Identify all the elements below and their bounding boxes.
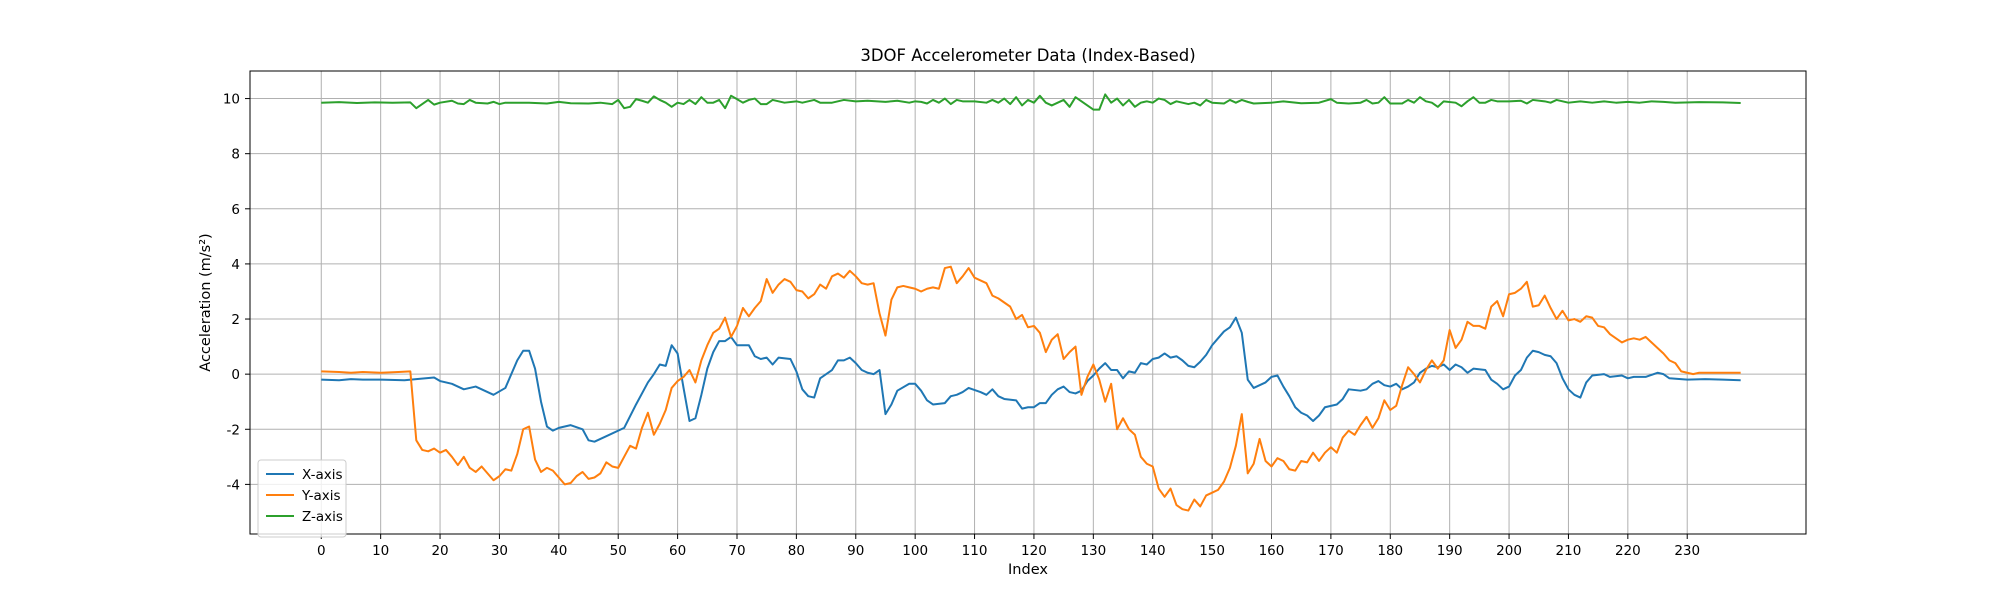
x-tick-label: 90 xyxy=(847,543,864,559)
y-tick-label: 4 xyxy=(231,257,240,273)
x-axis-label: Index xyxy=(1008,562,1048,578)
x-tick-label: 120 xyxy=(1021,543,1047,559)
x-tick-label: 140 xyxy=(1140,543,1166,559)
y-tick-label: 0 xyxy=(231,367,240,383)
x-tick-label: 160 xyxy=(1259,543,1285,559)
x-tick-label: 70 xyxy=(728,543,745,559)
x-tick-label: 210 xyxy=(1556,543,1582,559)
axis-ticks: 0 10 20 30 40 50 60 70 80 90 100 110 120 130 140 150 160… xyxy=(223,92,1700,559)
y-tick-label: 6 xyxy=(231,202,240,218)
x-tick-label: 30 xyxy=(491,543,508,559)
y-tick-label: 2 xyxy=(231,312,240,328)
x-tick-label: 10 xyxy=(372,543,389,559)
legend-label: X-axis xyxy=(302,467,343,483)
x-tick-label: 80 xyxy=(788,543,805,559)
x-tick-label: 50 xyxy=(610,543,627,559)
x-tick-label: 40 xyxy=(550,543,567,559)
x-tick-label: 0 xyxy=(317,543,326,559)
x-tick-label: 20 xyxy=(431,543,448,559)
y-tick-label: 10 xyxy=(223,92,240,108)
x-tick-label: 200 xyxy=(1496,543,1522,559)
plot-series xyxy=(321,93,1741,512)
series-line-z-axis xyxy=(321,93,1741,111)
y-axis-label: Acceleration (m/s²) xyxy=(198,233,214,371)
plot-frame xyxy=(249,70,1807,535)
x-tick-label: 150 xyxy=(1199,543,1225,559)
series-line-y-axis xyxy=(321,265,1741,512)
x-tick-label: 230 xyxy=(1674,543,1700,559)
grid xyxy=(250,71,1806,534)
legend: X-axis Y-axis Z-axis xyxy=(257,459,347,538)
x-tick-label: 130 xyxy=(1080,543,1106,559)
legend-label: Z-axis xyxy=(302,509,343,525)
y-tick-label: -2 xyxy=(227,422,240,438)
legend-label: Y-axis xyxy=(301,488,341,504)
x-tick-label: 170 xyxy=(1318,543,1344,559)
x-tick-label: 60 xyxy=(669,543,686,559)
x-tick-label: 100 xyxy=(902,543,928,559)
series-line-x-axis xyxy=(321,316,1741,443)
chart-title: 3DOF Accelerometer Data (Index-Based) xyxy=(860,46,1195,65)
x-tick-label: 180 xyxy=(1377,543,1403,559)
x-tick-label: 190 xyxy=(1437,543,1463,559)
y-tick-label: 8 xyxy=(231,147,240,163)
x-tick-label: 110 xyxy=(962,543,988,559)
x-tick-label: 220 xyxy=(1615,543,1641,559)
legend-box xyxy=(257,459,347,538)
y-tick-label: -4 xyxy=(227,477,240,493)
